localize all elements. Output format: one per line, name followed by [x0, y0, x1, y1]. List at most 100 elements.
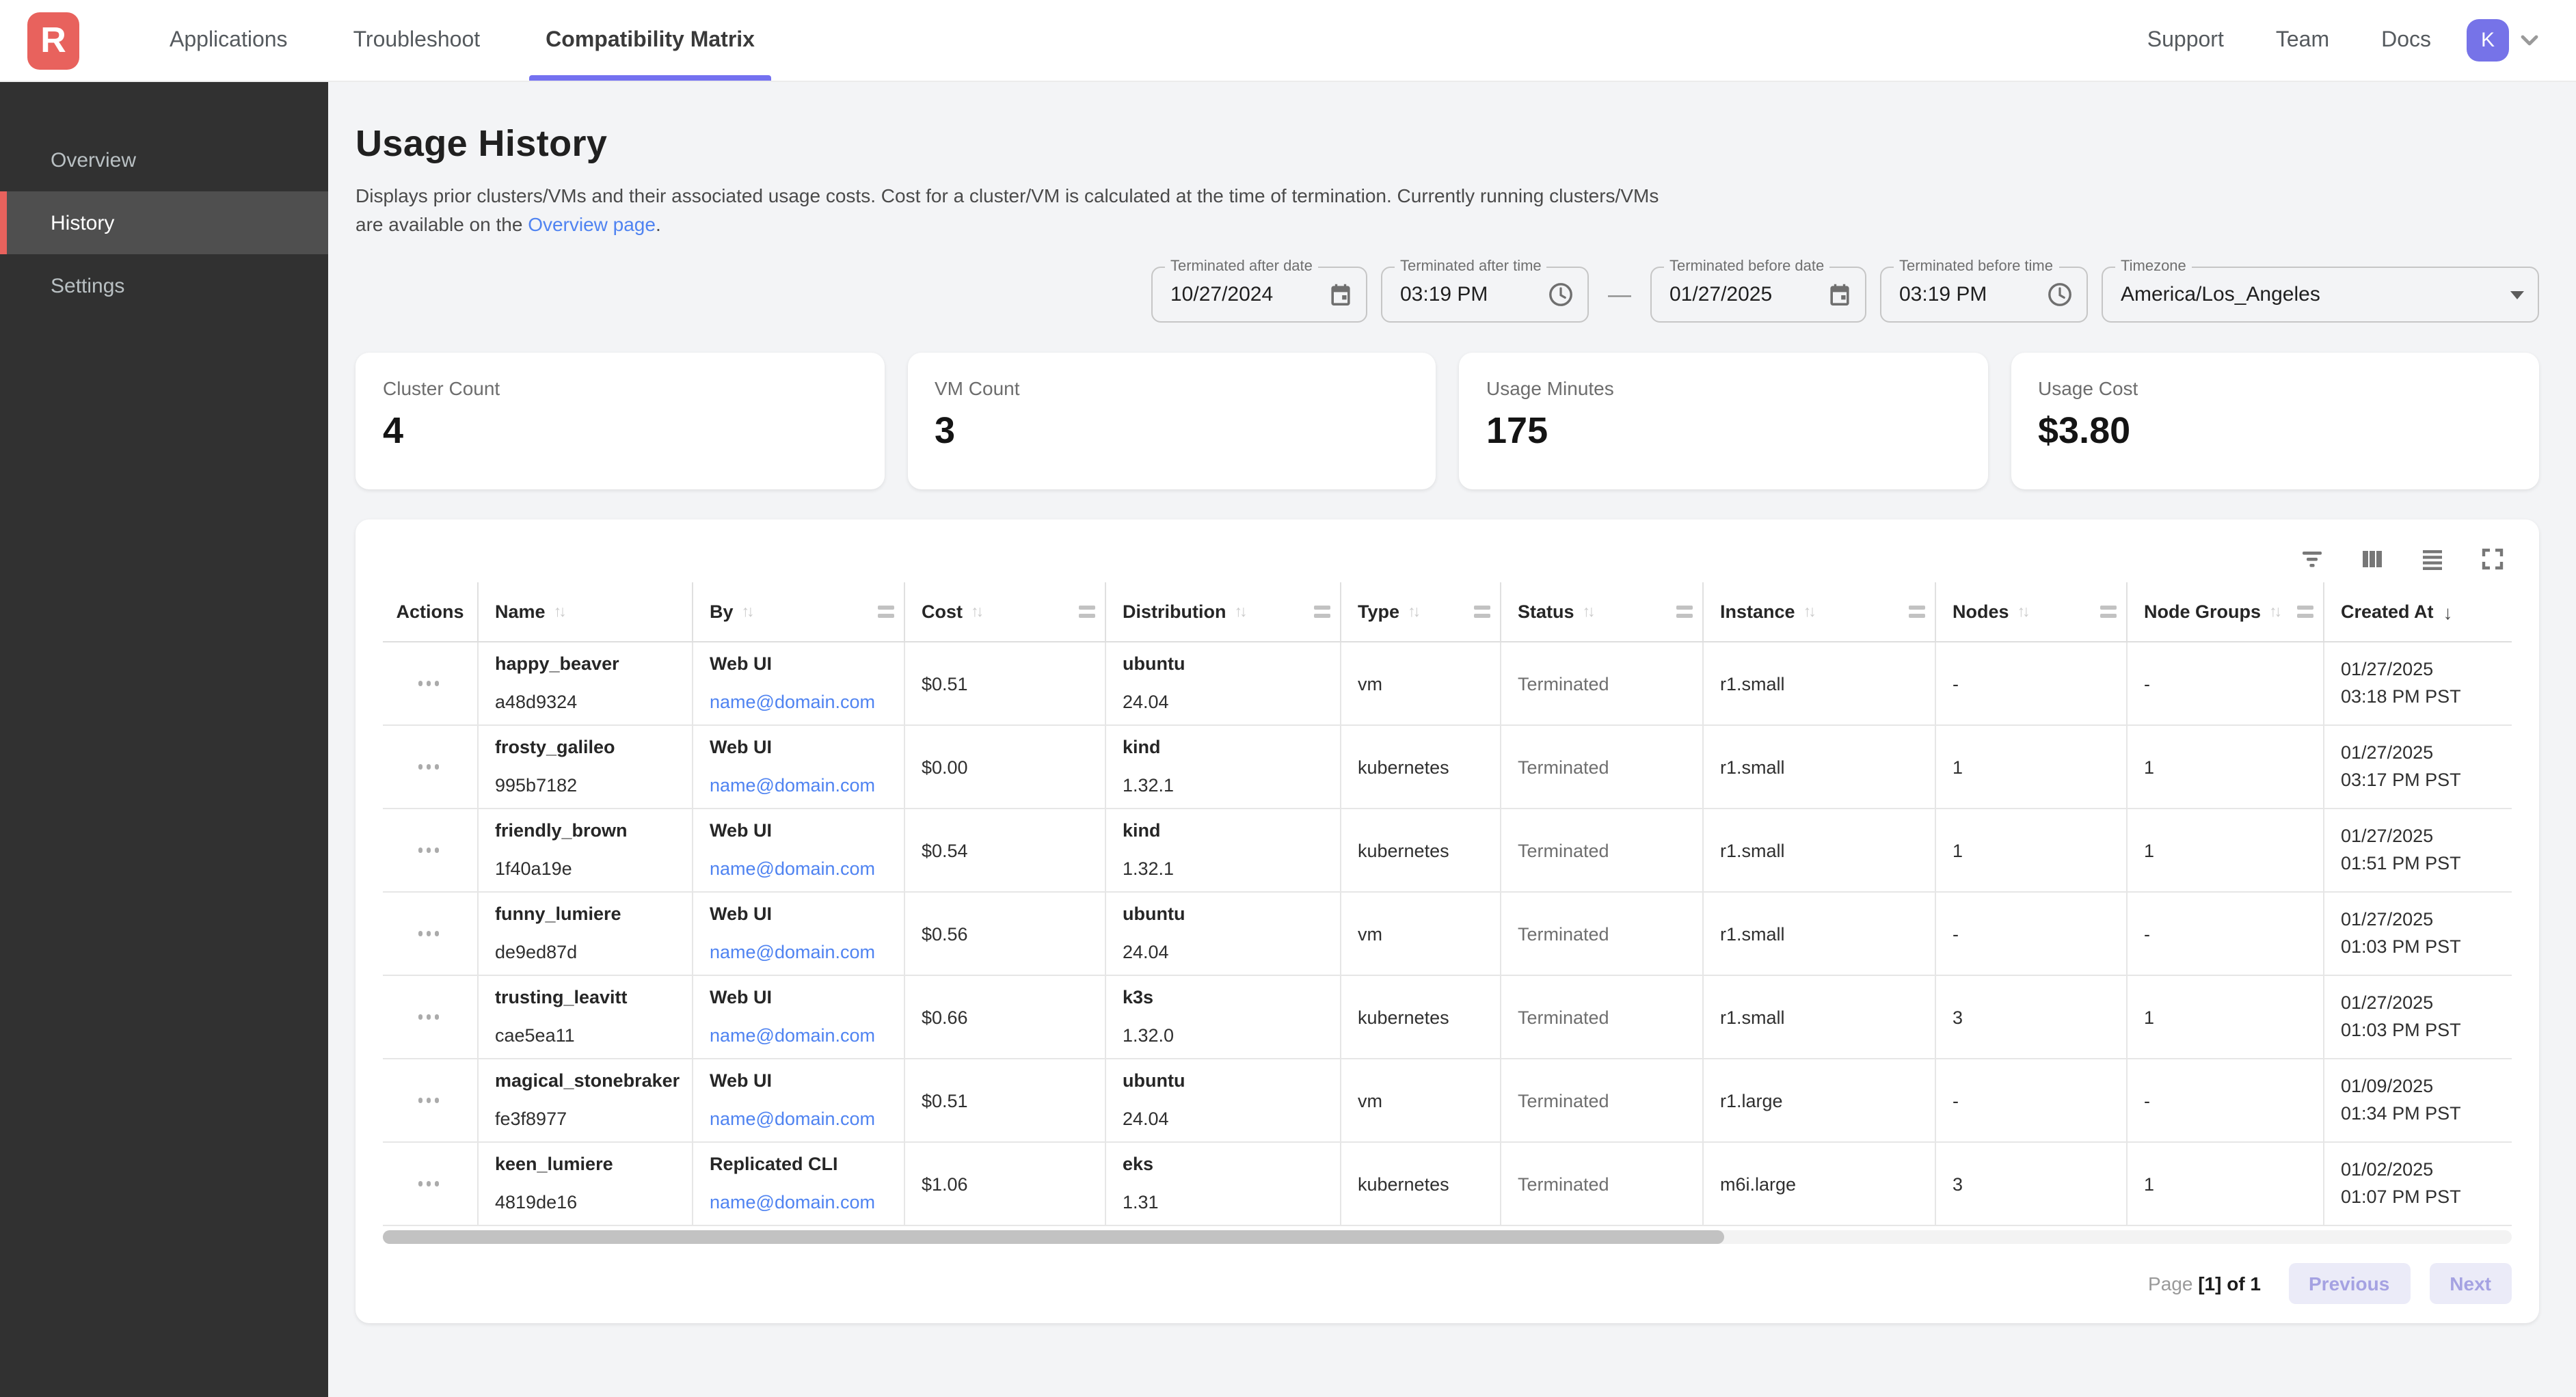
instance-cell: r1.small: [1704, 976, 1936, 1058]
column-header-cost[interactable]: Cost ↑↓: [905, 582, 1106, 641]
clock-icon[interactable]: [2036, 282, 2073, 308]
email-link[interactable]: name@domain.com: [710, 1025, 876, 1046]
ellipsis-icon[interactable]: [413, 923, 445, 945]
sort-desc-icon[interactable]: ↓: [2443, 601, 2453, 623]
column-header-instance[interactable]: Instance ↑↓: [1704, 582, 1936, 641]
density-icon[interactable]: [2419, 545, 2446, 573]
dropdown-arrow-icon[interactable]: [2499, 290, 2524, 299]
tab-applications[interactable]: Applications: [170, 28, 288, 51]
column-menu-icon[interactable]: [1676, 606, 1694, 618]
avatar[interactable]: K: [2467, 19, 2509, 62]
calendar-icon[interactable]: [1318, 282, 1352, 307]
nav-link-support[interactable]: Support: [2147, 28, 2224, 51]
ellipsis-icon[interactable]: [413, 1090, 445, 1111]
sort-icon[interactable]: ↑↓: [1582, 603, 1596, 620]
by-cell: Web UI name@domain.com: [693, 1059, 905, 1141]
next-button[interactable]: Next: [2429, 1263, 2512, 1304]
instance-cell: r1.small: [1704, 809, 1936, 891]
email-link[interactable]: name@domain.com: [710, 1192, 876, 1212]
stat-label: VM Count: [935, 377, 1020, 399]
terminated-after-time-field[interactable]: Terminated after time 03:19 PM: [1381, 258, 1589, 323]
scrollbar-thumb[interactable]: [383, 1230, 1724, 1244]
field-label: Terminated after date: [1165, 258, 1318, 275]
actions-cell: [383, 893, 479, 975]
table-header-row: Actions Name ↑↓ By ↑↓ Cost ↑↓ Distribution ↑…: [383, 582, 2512, 642]
column-menu-icon[interactable]: [1474, 606, 1492, 618]
email-link[interactable]: name@domain.com: [710, 1109, 876, 1129]
column-menu-icon[interactable]: [1314, 606, 1332, 618]
distribution-cell: k3s 1.32.0: [1106, 976, 1341, 1058]
instance-cell: r1.small: [1704, 642, 1936, 724]
column-header-nodes[interactable]: Nodes ↑↓: [1936, 582, 2128, 641]
column-menu-icon[interactable]: [2100, 606, 2118, 618]
created-at-cell: 01/27/2025 01:51 PM PST: [2341, 826, 2461, 873]
calendar-icon[interactable]: [1817, 282, 1851, 307]
column-header-type[interactable]: Type ↑↓: [1341, 582, 1501, 641]
terminated-before-time-field[interactable]: Terminated before time 03:19 PM: [1880, 258, 2088, 323]
ellipsis-icon[interactable]: [413, 840, 445, 861]
stat-label: Usage Minutes: [1486, 377, 1614, 399]
stat-value: 4: [383, 410, 404, 451]
instance-cell: r1.small: [1704, 726, 1936, 808]
distribution-cell: eks 1.31: [1106, 1143, 1341, 1225]
type-cell: kubernetes: [1341, 809, 1501, 891]
email-link[interactable]: name@domain.com: [710, 858, 876, 879]
ellipsis-icon[interactable]: [413, 1174, 445, 1195]
column-header-distribution[interactable]: Distribution ↑↓: [1106, 582, 1341, 641]
column-menu-icon[interactable]: [2297, 606, 2315, 618]
ellipsis-icon[interactable]: [413, 673, 445, 694]
column-header-name[interactable]: Name ↑↓: [479, 582, 693, 641]
by-cell: Web UI name@domain.com: [693, 726, 905, 808]
tab-compatibility-matrix[interactable]: Compatibility Matrix: [513, 0, 788, 81]
terminated-before-date-field[interactable]: Terminated before date 01/27/2025: [1650, 258, 1866, 323]
ellipsis-icon[interactable]: [413, 1007, 445, 1028]
main-content: Usage History Displays prior clusters/VM…: [328, 82, 2576, 1397]
sidebar-item-settings[interactable]: Settings: [51, 274, 125, 297]
timezone-select[interactable]: Timezone America/Los_Angeles: [2102, 258, 2539, 323]
nav-link-docs[interactable]: Docs: [2381, 28, 2431, 51]
fullscreen-icon[interactable]: [2479, 545, 2506, 573]
sort-icon[interactable]: ↑↓: [971, 603, 984, 620]
email-link[interactable]: name@domain.com: [710, 692, 876, 712]
chevron-down-icon[interactable]: [2520, 34, 2539, 46]
previous-button[interactable]: Previous: [2288, 1263, 2411, 1304]
node-groups-cell: 1: [2128, 1143, 2324, 1225]
terminated-after-date-field[interactable]: Terminated after date 10/27/2024: [1151, 258, 1367, 323]
column-header-node-groups[interactable]: Node Groups ↑↓: [2128, 582, 2324, 641]
instance-cell: m6i.large: [1704, 1143, 1936, 1225]
sidebar-item-overview[interactable]: Overview: [51, 148, 137, 172]
clock-icon[interactable]: [1537, 282, 1574, 308]
table-row: frosty_galileo 995b7182 Web UI name@domain…: [383, 726, 2512, 809]
type-cell: kubernetes: [1341, 1143, 1501, 1225]
sort-icon[interactable]: ↑↓: [1803, 603, 1816, 620]
column-header-by[interactable]: By ↑↓: [693, 582, 905, 641]
email-link[interactable]: name@domain.com: [710, 942, 876, 962]
sort-icon[interactable]: ↑↓: [1408, 603, 1421, 620]
tab-troubleshoot[interactable]: Troubleshoot: [353, 28, 481, 51]
nodes-cell: -: [1936, 642, 2128, 724]
column-menu-icon[interactable]: [1909, 606, 1927, 618]
email-link[interactable]: name@domain.com: [710, 775, 876, 796]
column-menu-icon[interactable]: [878, 606, 896, 618]
nav-link-team[interactable]: Team: [2275, 28, 2330, 51]
cost-cell: $1.06: [905, 1143, 1106, 1225]
columns-icon[interactable]: [2359, 545, 2386, 573]
sort-icon[interactable]: ↑↓: [2017, 603, 2030, 620]
field-value: 03:19 PM: [1899, 283, 1987, 306]
column-menu-icon[interactable]: [1079, 606, 1097, 618]
filter-icon[interactable]: [2298, 545, 2326, 573]
sort-icon[interactable]: ↑↓: [2269, 603, 2282, 620]
created-at-cell: 01/27/2025 01:03 PM PST: [2341, 909, 2461, 957]
app-logo[interactable]: R: [27, 12, 79, 69]
by-cell: Web UI name@domain.com: [693, 893, 905, 975]
sidebar-item-history[interactable]: History: [0, 191, 328, 254]
overview-page-link[interactable]: Overview page: [528, 213, 656, 235]
sort-icon[interactable]: ↑↓: [553, 603, 567, 620]
column-header-created-at[interactable]: Created At ↓: [2341, 601, 2453, 623]
logo-letter: R: [40, 19, 66, 60]
ellipsis-icon[interactable]: [413, 757, 445, 778]
sort-icon[interactable]: ↑↓: [1234, 603, 1248, 620]
sort-icon[interactable]: ↑↓: [741, 603, 755, 620]
created-at-cell: 01/02/2025 01:07 PM PST: [2341, 1159, 2461, 1207]
column-header-status[interactable]: Status ↑↓: [1501, 582, 1704, 641]
